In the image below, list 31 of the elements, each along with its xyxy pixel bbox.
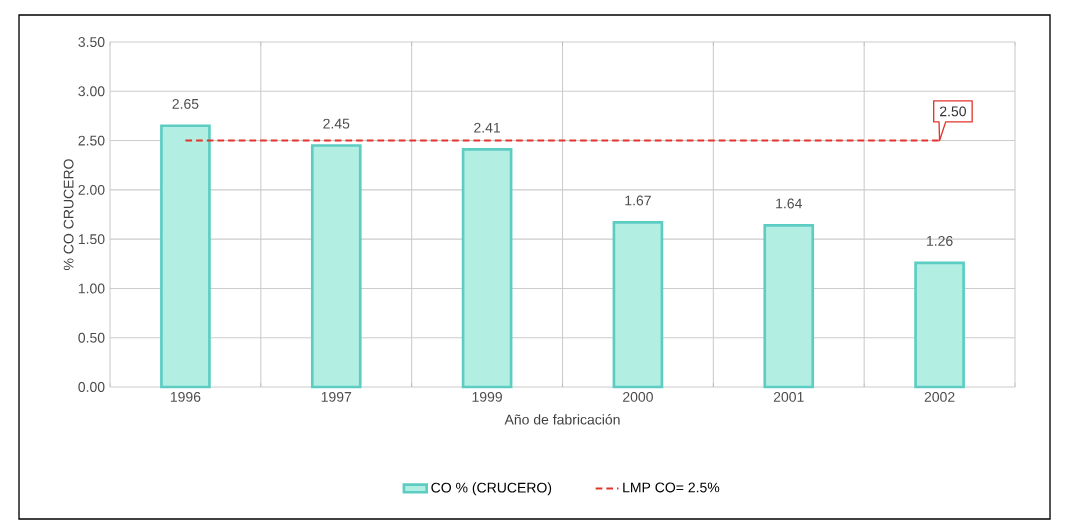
- legend-label: LMP CO= 2.5%: [623, 482, 720, 493]
- bar: [310, 144, 362, 389]
- bar: [461, 148, 513, 389]
- bar: [612, 221, 664, 389]
- y-axis-title: % CO CRUCERO: [63, 159, 74, 270]
- data-label: 2.65: [172, 98, 199, 109]
- y-tick-label: 2.50: [78, 135, 105, 146]
- data-label: 2.45: [323, 118, 350, 129]
- x-axis-title: Año de fabricación: [504, 414, 620, 425]
- bar: [763, 224, 815, 389]
- y-tick-label: 0.50: [78, 332, 105, 343]
- y-tick-label: 1.50: [78, 234, 105, 245]
- data-label: 1.67: [625, 195, 651, 206]
- legend-label: CO % (CRUCERO): [431, 482, 552, 496]
- bar: [160, 124, 211, 389]
- x-tick-label: 1999: [472, 391, 502, 402]
- y-tick-label: 3.00: [78, 86, 105, 97]
- data-label: 1.64: [776, 198, 802, 209]
- x-tick-label: 2002: [924, 391, 955, 402]
- x-tick-label: 1997: [321, 391, 352, 402]
- x-tick-label: 2000: [623, 391, 653, 402]
- x-tick-label: 1996: [170, 391, 201, 402]
- y-tick-label: 2.00: [78, 184, 105, 195]
- annotation: 2.50: [940, 106, 966, 117]
- y-tick-label: 1.00: [78, 283, 105, 294]
- x-tick-label: 2001: [773, 391, 804, 402]
- y-tick-label: 3.50: [78, 37, 105, 47]
- y-tick-label: 0.00: [78, 382, 105, 392]
- data-label: 2.41: [474, 122, 501, 133]
- bar: [914, 261, 965, 389]
- data-label: 1.26: [927, 235, 953, 246]
